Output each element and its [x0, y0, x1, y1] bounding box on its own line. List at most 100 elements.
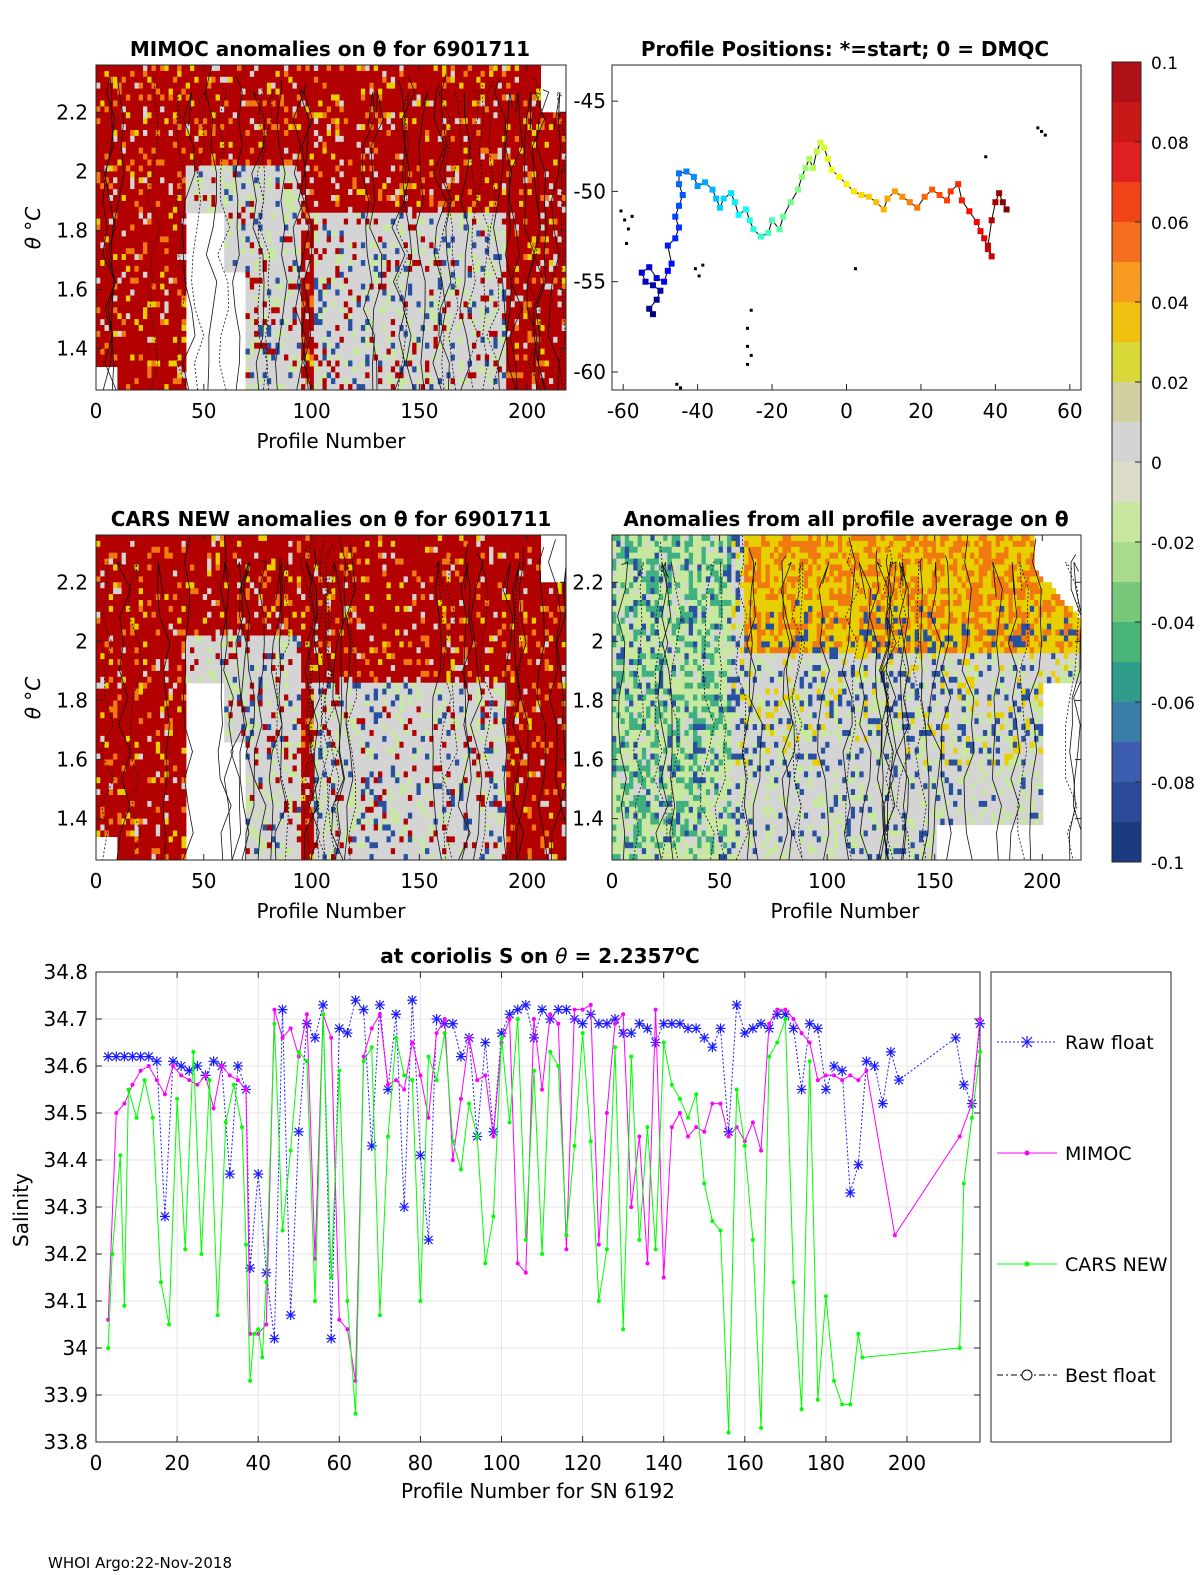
colorbar-cell — [1112, 602, 1141, 623]
mimoc-point — [450, 1158, 455, 1162]
profile-position — [824, 155, 831, 162]
profile-position — [966, 208, 973, 215]
mimoc-point — [540, 1087, 545, 1092]
mimoc-point — [235, 1078, 240, 1083]
land-point — [630, 214, 634, 218]
raw-float-point — [277, 1004, 288, 1015]
raw-float-point — [788, 1023, 799, 1034]
positions-ytick-label: -60 — [573, 360, 606, 384]
land-point — [746, 362, 749, 366]
cars-point — [669, 1082, 674, 1087]
raw-float-point — [691, 1023, 702, 1034]
cars-point — [223, 1120, 228, 1125]
mimoc-point — [775, 1007, 780, 1012]
mimoc-point — [288, 1026, 293, 1031]
profile-position — [984, 242, 991, 249]
raw-float-point — [650, 1037, 661, 1048]
profile-position — [873, 199, 880, 206]
positions-xtick-label: -20 — [756, 399, 789, 423]
colorbar-cell — [1112, 62, 1141, 83]
cars-point — [296, 1049, 301, 1054]
raw-float-point — [374, 999, 385, 1010]
raw-float-point — [618, 1028, 629, 1039]
profile-position — [676, 181, 682, 188]
legend-marker-star — [1021, 1036, 1033, 1048]
cars-point — [288, 1148, 293, 1153]
profile-position — [977, 228, 984, 235]
cars-point — [645, 1125, 650, 1130]
cars-point — [783, 1017, 788, 1021]
profile-position — [765, 229, 772, 236]
profile-position — [806, 155, 813, 162]
cars-point — [767, 1054, 772, 1059]
cars-point — [207, 1078, 212, 1083]
cars-point — [860, 1355, 865, 1360]
cars-point — [507, 1120, 512, 1125]
raw-float-point — [812, 1023, 823, 1034]
mimoc-point — [195, 1082, 200, 1087]
cars-point — [572, 1143, 577, 1148]
raw-float-point — [731, 999, 742, 1010]
mimoc-point — [621, 1012, 626, 1017]
cars-point — [126, 1087, 131, 1092]
mimoc-anom-xtick-label: 100 — [293, 399, 331, 423]
raw-float-point — [739, 1028, 750, 1039]
raw-float-point — [423, 1234, 434, 1245]
profile-position — [720, 195, 727, 202]
mimoc-point — [596, 1242, 601, 1247]
colorbar-cell — [1112, 522, 1141, 543]
cars-anom-xtick-label: 150 — [400, 869, 438, 893]
cars-point — [791, 1280, 796, 1285]
cars-point — [531, 1068, 536, 1073]
profile-position — [1003, 206, 1010, 213]
cars-point — [321, 1012, 326, 1017]
mimoc-point — [211, 1106, 216, 1111]
mimoc-point — [604, 1111, 609, 1115]
raw-float-point — [577, 1018, 588, 1029]
mimoc-point — [458, 1096, 463, 1101]
colorbar-tick-label: 0.08 — [1151, 134, 1189, 154]
cars-point — [175, 1096, 180, 1101]
cars-point — [961, 1181, 966, 1186]
avg-anom-ytick-label: 1.4 — [572, 807, 604, 831]
cars-point — [345, 1299, 350, 1303]
raw-float-point — [334, 1023, 345, 1034]
land-point — [746, 344, 749, 348]
profile-position — [795, 186, 802, 193]
cars-point — [564, 1233, 569, 1238]
profile-position — [821, 145, 828, 152]
mimoc-anom-xtick-label: 0 — [90, 399, 103, 423]
profile-position — [757, 233, 764, 240]
cars-anom-xtick-label: 50 — [191, 869, 216, 893]
cars-point — [369, 1045, 374, 1050]
mimoc-point — [442, 1017, 447, 1021]
land-point — [1040, 130, 1044, 133]
cars-point — [442, 1031, 447, 1036]
cars-anom-xtick-label: 200 — [508, 869, 546, 893]
land-point — [746, 326, 749, 330]
mimoc-point — [815, 1078, 820, 1083]
cars-point — [799, 1407, 804, 1412]
mimoc-point — [799, 1031, 804, 1036]
profile-position — [914, 204, 921, 211]
mimoc-point — [187, 1078, 192, 1083]
profile-position — [988, 253, 995, 260]
raw-float-point — [447, 1018, 458, 1029]
mimoc-point — [410, 1040, 415, 1045]
avg-anom-xtick-label: 150 — [916, 869, 954, 893]
colorbar-cell — [1112, 182, 1141, 203]
mimoc-anom-ytick-label: 1.8 — [56, 218, 88, 242]
cars-point — [337, 1068, 342, 1073]
cars-point — [604, 1247, 609, 1252]
mimoc-point — [645, 1261, 650, 1266]
mimoc-point — [978, 1017, 982, 1021]
legend-label: CARS NEW — [1065, 1254, 1168, 1276]
cars-point — [191, 1049, 196, 1054]
profile-position — [891, 188, 898, 195]
land-point — [1043, 133, 1047, 137]
mimoc-point — [264, 1322, 269, 1327]
mimoc-point — [138, 1068, 143, 1073]
profile-position — [984, 246, 991, 253]
profile-position — [731, 199, 738, 206]
positions-axes-frame — [611, 64, 1082, 391]
